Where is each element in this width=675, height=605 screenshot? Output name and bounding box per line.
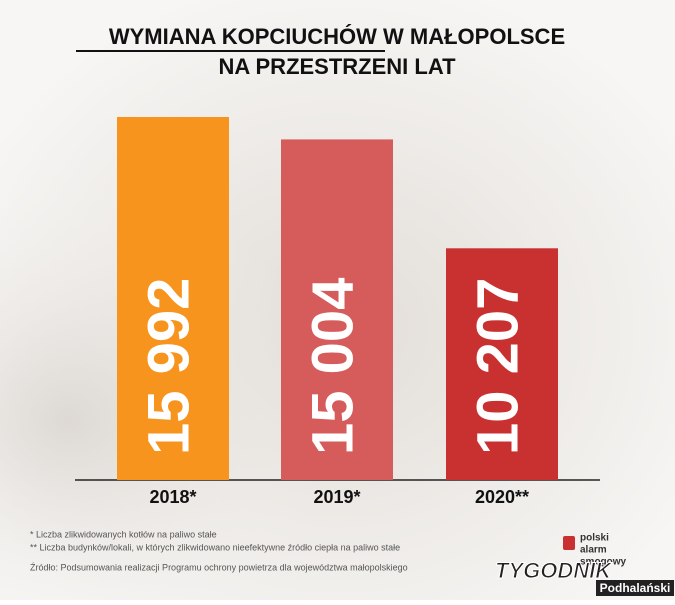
logo-text: smogowy xyxy=(580,557,627,568)
bar xyxy=(281,139,393,481)
watermark: Podhalański xyxy=(600,581,671,595)
footnotes: * Liczba zlikwidowanych kotłów na paliwo… xyxy=(30,529,408,572)
value-label: 15 992 xyxy=(136,278,201,455)
bar xyxy=(446,248,558,480)
x-tick-label: 2018* xyxy=(149,487,196,507)
footnote: * Liczba zlikwidowanych kotłów na paliwo… xyxy=(30,529,217,539)
logo-icon xyxy=(563,536,575,550)
x-tick-label: 2019* xyxy=(313,487,360,507)
watermark: TYGODNIK xyxy=(495,558,613,583)
chart-title: NA PRZESTRZENI LAT xyxy=(218,54,456,79)
x-tick-label: 2020** xyxy=(475,487,529,507)
value-label: 10 207 xyxy=(465,278,530,455)
logo-text: alarm xyxy=(580,545,607,556)
footnote: ** Liczba budynków/lokali, w których zli… xyxy=(30,542,400,552)
value-label: 15 004 xyxy=(300,278,365,455)
watermark-box xyxy=(596,580,674,596)
logo-text: polski xyxy=(580,533,609,544)
chart-title: WYMIANA KOPCIUCHÓW W MAŁOPOLSCE xyxy=(109,24,565,49)
footnote: Źródło: Podsumowania realizacji Programu… xyxy=(30,562,408,572)
bar xyxy=(117,116,229,480)
